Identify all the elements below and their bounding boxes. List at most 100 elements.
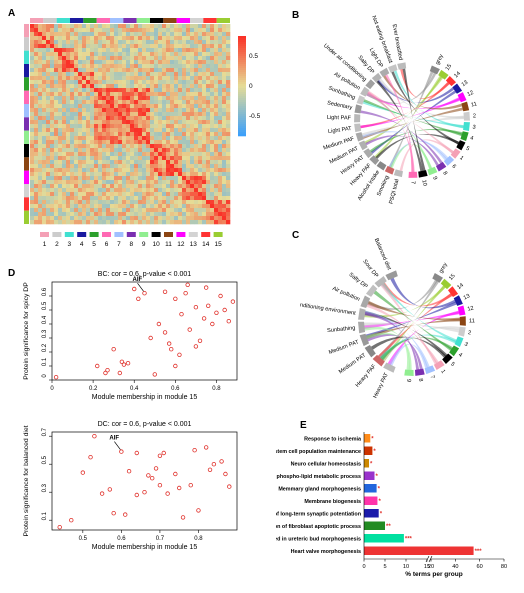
heatmap-cell — [166, 64, 171, 69]
heatmap-cell — [154, 64, 159, 69]
heatmap-cell — [138, 108, 143, 113]
heatmap-cell — [226, 112, 231, 117]
color-scale-step — [238, 88, 246, 91]
heatmap-cell — [50, 56, 55, 61]
heatmap-cell — [210, 112, 215, 117]
heatmap-cell — [226, 176, 231, 181]
heatmap-cell — [90, 148, 95, 153]
heatmap-cell — [146, 164, 151, 169]
heatmap-cell — [94, 40, 99, 45]
heatmap-cell — [150, 52, 155, 57]
heatmap-cell — [162, 160, 167, 165]
chord-ribbon — [361, 116, 464, 136]
color-scale-step — [238, 38, 246, 41]
heatmap-cell — [114, 196, 119, 201]
heatmap-cell — [46, 212, 51, 217]
heatmap-cell — [162, 24, 167, 29]
heatmap-cell — [94, 188, 99, 193]
chord-sector-left — [354, 114, 361, 123]
color-scale-step — [238, 128, 246, 131]
heatmap-cell — [110, 68, 115, 73]
chord-label-right: 9 — [405, 379, 411, 382]
heatmap-cell — [170, 184, 175, 189]
heatmap-cell — [206, 84, 211, 89]
heatmap-cell — [158, 72, 163, 77]
heatmap-cell — [214, 160, 219, 165]
heatmap-cell — [94, 96, 99, 101]
heatmap-cell — [38, 72, 43, 77]
heatmap-cell — [106, 184, 111, 189]
heatmap-cell — [210, 52, 215, 57]
module-number-label: 4 — [80, 241, 84, 248]
heatmap-cell — [110, 112, 115, 117]
heatmap-cell — [110, 52, 115, 57]
heatmap-cell — [210, 48, 215, 53]
heatmap-cell — [62, 68, 67, 73]
heatmap-cell — [54, 124, 59, 129]
heatmap-cell — [30, 188, 35, 193]
heatmap-cell — [78, 44, 83, 49]
heatmap-cell — [166, 100, 171, 105]
color-scale-step — [238, 92, 246, 95]
heatmap-cell — [170, 168, 175, 173]
heatmap-cell — [118, 184, 123, 189]
heatmap-cell — [34, 64, 39, 69]
heatmap-cell — [70, 80, 75, 85]
heatmap-cell — [178, 144, 183, 149]
heatmap-cell — [106, 116, 111, 121]
x-tick-label: 0 — [50, 386, 54, 392]
heatmap-cell — [162, 60, 167, 65]
heatmap-cell — [126, 212, 131, 217]
heatmap-cell — [150, 88, 155, 93]
heatmap-cell — [222, 120, 227, 125]
heatmap-cell — [130, 164, 135, 169]
heatmap-cell — [214, 136, 219, 141]
heatmap-cell — [170, 200, 175, 205]
heatmap-cell — [210, 144, 215, 149]
heatmap-cell — [66, 188, 71, 193]
heatmap-cell — [214, 112, 219, 117]
heatmap-cell — [46, 208, 51, 213]
scatter-point — [134, 492, 139, 498]
heatmap-cell — [194, 44, 199, 49]
heatmap-cell — [126, 128, 131, 133]
heatmap-cell — [86, 148, 91, 153]
heatmap-cell — [42, 136, 47, 141]
heatmap-cell — [62, 184, 67, 189]
heatmap-cell — [98, 120, 103, 125]
heatmap-cell — [78, 168, 83, 173]
heatmap-cell — [114, 204, 119, 209]
heatmap-cell — [34, 192, 39, 197]
heatmap-cell — [66, 196, 71, 201]
heatmap-cell — [222, 96, 227, 101]
heatmap-cell — [66, 180, 71, 185]
heatmap-cell — [46, 48, 51, 53]
heatmap-cell — [142, 164, 147, 169]
heatmap-cell — [218, 44, 223, 49]
heatmap-cell — [130, 200, 135, 205]
color-scale-tick: 0.5 — [249, 53, 258, 60]
heatmap-cell — [34, 120, 39, 125]
heatmap-cell — [130, 76, 135, 81]
heatmap-cell — [106, 132, 111, 137]
heatmap-cell — [122, 168, 127, 173]
heatmap-cell — [66, 80, 71, 85]
color-scale-step — [238, 66, 246, 69]
heatmap-cell — [162, 28, 167, 33]
heatmap-cell — [58, 32, 63, 37]
heatmap-cell — [86, 36, 91, 41]
x-axis-label: Module membership in module 15 — [92, 544, 198, 551]
heatmap-cell — [206, 212, 211, 217]
heatmap-cell — [86, 124, 91, 129]
heatmap-cell — [74, 116, 79, 121]
heatmap-cell — [214, 168, 219, 173]
heatmap-cell — [142, 188, 147, 193]
heatmap-cell — [166, 36, 171, 41]
heatmap-cell — [126, 48, 131, 53]
heatmap-cell — [118, 72, 123, 77]
heatmap-cell — [114, 92, 119, 97]
heatmap-cell — [62, 88, 67, 93]
heatmap-cell — [206, 156, 211, 161]
heatmap-cell — [178, 220, 183, 225]
